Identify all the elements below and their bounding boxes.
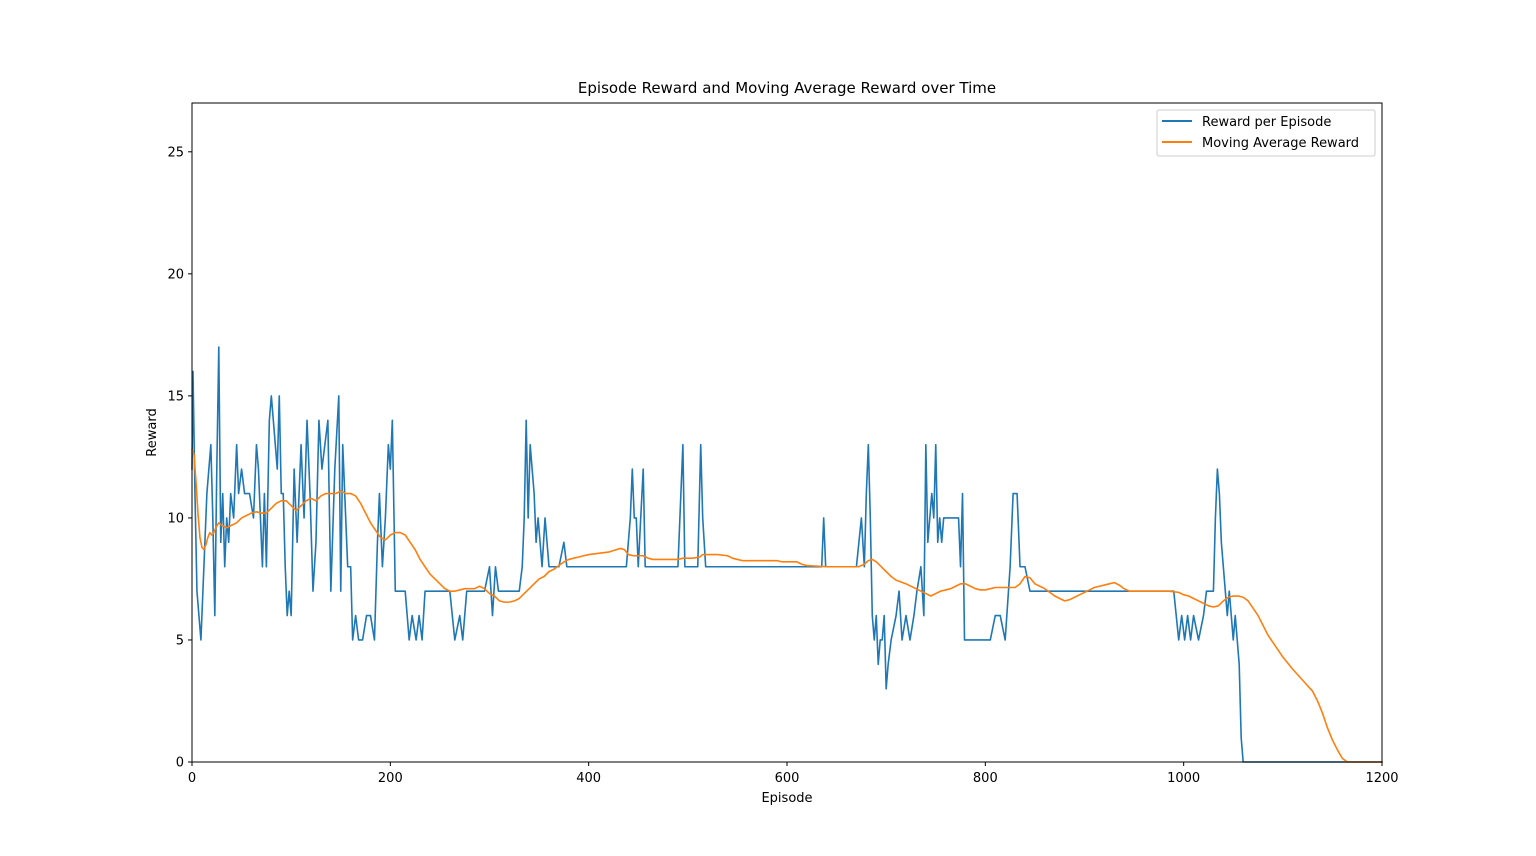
x-axis: 0 200 400 600 800 1000 1200 (188, 762, 1399, 786)
y-axis-label: Reward (145, 408, 160, 456)
x-tick-label: 800 (973, 771, 998, 786)
x-axis-label: Episode (761, 791, 812, 806)
x-tick-label: 1000 (1167, 771, 1200, 786)
legend: Reward per Episode Moving Average Reward (1156, 109, 1376, 157)
y-tick-label: 15 (167, 389, 184, 404)
x-tick-label: 400 (576, 771, 601, 786)
y-tick-label: 5 (176, 633, 184, 648)
x-tick-label: 200 (378, 771, 403, 786)
y-tick-label: 10 (167, 511, 184, 526)
legend-box (1156, 109, 1376, 157)
x-tick-label: 600 (775, 771, 800, 786)
y-tick-label: 0 (176, 756, 184, 771)
x-tick-label: 1200 (1365, 771, 1398, 786)
y-tick-label: 25 (167, 145, 184, 160)
series-line-reward-per-episode (191, 346, 1383, 763)
legend-label-reward: Reward per Episode (1202, 115, 1331, 130)
y-axis: 0 5 10 15 20 25 (167, 145, 192, 771)
plot-frame (191, 102, 1383, 763)
y-tick-label: 20 (167, 267, 184, 282)
x-tick-label: 0 (188, 771, 196, 786)
chart-title: Episode Reward and Moving Average Reward… (578, 79, 996, 97)
series-line-moving-average-reward (190, 448, 1383, 763)
series-layer (190, 346, 1383, 763)
legend-label-moving-average: Moving Average Reward (1202, 136, 1359, 151)
